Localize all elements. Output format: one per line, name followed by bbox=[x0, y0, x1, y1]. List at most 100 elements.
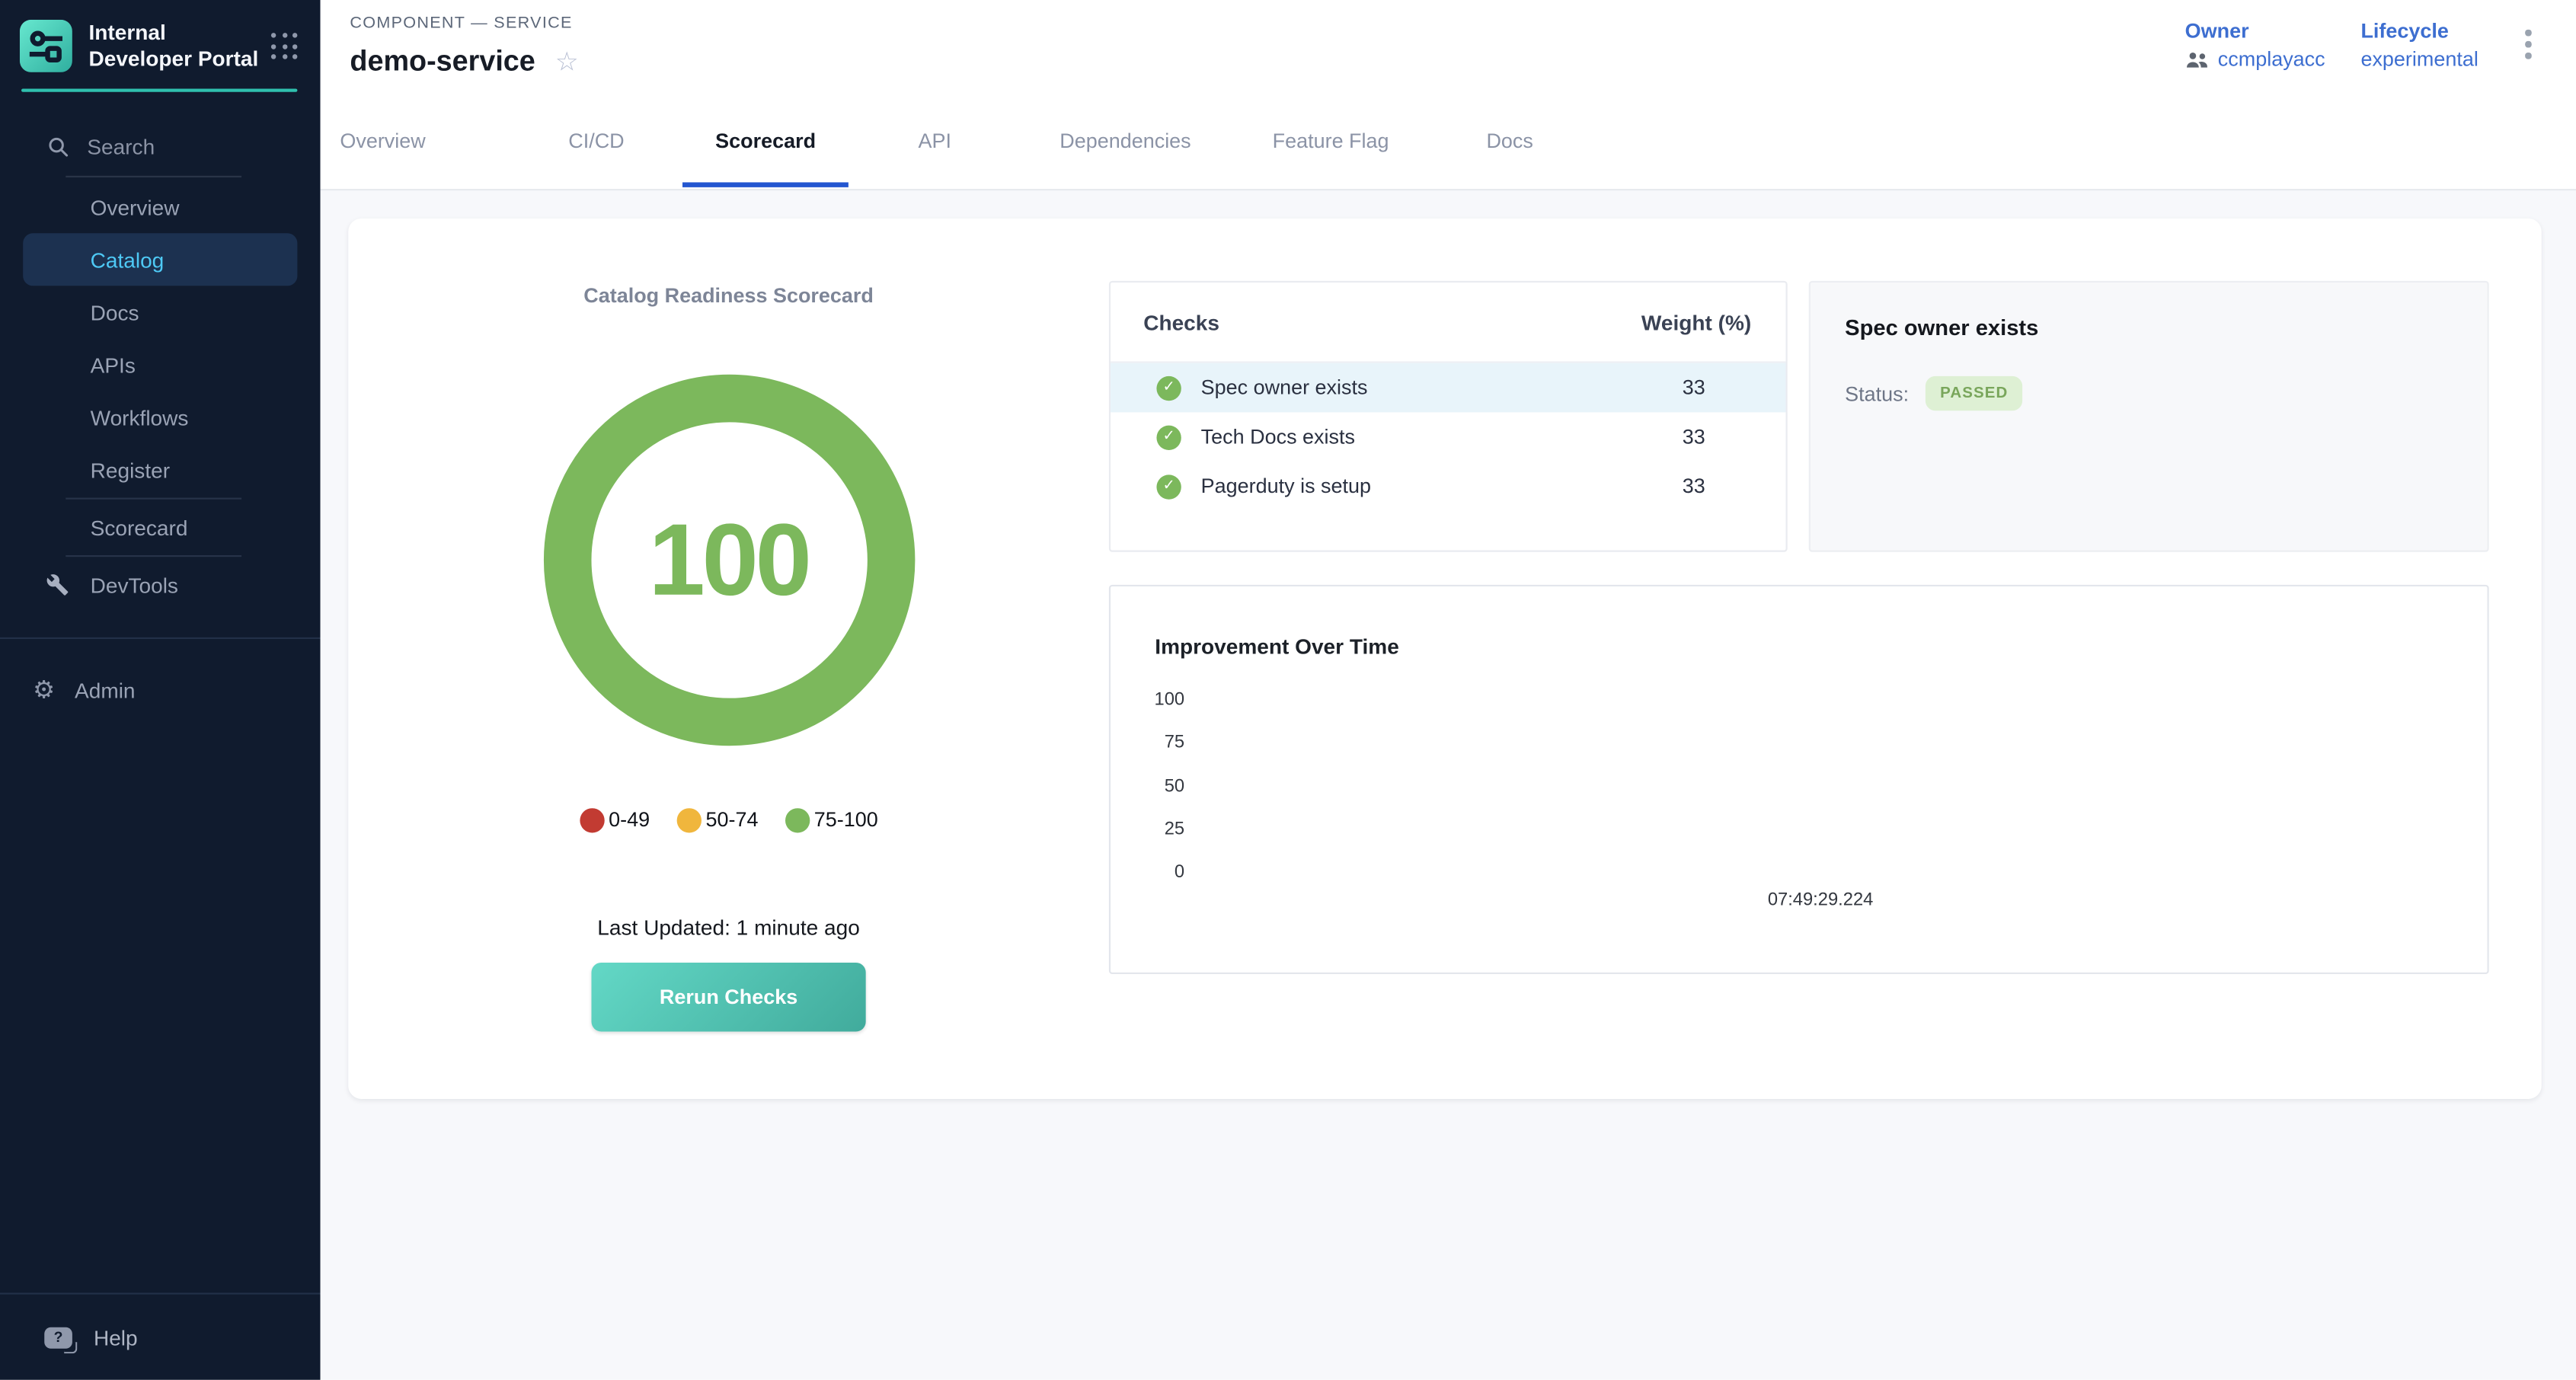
search-underline bbox=[66, 175, 242, 177]
gauge-section: Catalog Readiness Scorecard 100 0-49 50-… bbox=[348, 219, 1109, 1099]
legend-dot-red bbox=[579, 807, 604, 832]
tab-docs[interactable]: Docs bbox=[1486, 129, 1533, 153]
help-chat-icon: ? bbox=[44, 1326, 78, 1353]
sidebar-item-label: Admin bbox=[75, 677, 136, 703]
sidebar-spacer bbox=[0, 716, 321, 1292]
tab-feature-flag[interactable]: Feature Flag bbox=[1272, 129, 1389, 153]
legend-item: 0-49 bbox=[579, 807, 650, 832]
check-passed-icon: ✓ bbox=[1156, 424, 1181, 449]
check-row-tech-docs[interactable]: ✓ Tech Docs exists 33 bbox=[1111, 412, 1785, 462]
legend-label: 0-49 bbox=[609, 808, 650, 832]
sidebar-item-label: Register bbox=[90, 457, 171, 483]
score-gauge: 100 bbox=[542, 374, 915, 746]
sidebar-item-apis[interactable]: APIs bbox=[0, 338, 321, 391]
entity-tabs: Overview CI/CD Scorecard API Dependencie… bbox=[320, 95, 2576, 191]
score-value: 100 bbox=[648, 503, 812, 617]
brand-title: Internal Developer Portal bbox=[88, 19, 259, 71]
rerun-checks-button[interactable]: Rerun Checks bbox=[591, 962, 866, 1032]
tab-overview[interactable]: Overview bbox=[340, 129, 426, 153]
check-name: Tech Docs exists bbox=[1200, 425, 1355, 449]
sidebar-item-workflows[interactable]: Workflows bbox=[0, 391, 321, 443]
tab-api[interactable]: API bbox=[918, 129, 952, 153]
sidebar-item-label: APIs bbox=[90, 352, 136, 378]
tab-dependencies[interactable]: Dependencies bbox=[1059, 129, 1191, 153]
page-title: demo-service bbox=[350, 44, 535, 78]
chart-title: Improvement Over Time bbox=[1155, 634, 1399, 659]
check-passed-icon: ✓ bbox=[1156, 474, 1181, 499]
legend-item: 50-74 bbox=[676, 807, 758, 832]
portal-logo-icon bbox=[19, 19, 72, 72]
status-label: Status: bbox=[1845, 382, 1910, 405]
owner-label: Owner bbox=[2184, 19, 2249, 43]
sidebar-item-devtools[interactable]: DevTools bbox=[0, 558, 321, 611]
lifecycle-block: Lifecycle experimental bbox=[2360, 20, 2478, 71]
page-header: COMPONENT — SERVICE demo-service ☆ Owner bbox=[320, 0, 2576, 96]
owner-value: ccmplayacc bbox=[2217, 47, 2325, 71]
lifecycle-value: experimental bbox=[2360, 47, 2479, 71]
legend-label: 75-100 bbox=[813, 808, 878, 832]
search-icon bbox=[49, 136, 69, 156]
kebab-menu-icon[interactable] bbox=[2522, 27, 2534, 62]
check-detail-title: Spec owner exists bbox=[1845, 315, 2039, 340]
checks-table-header: Checks Weight (%) bbox=[1111, 283, 1786, 363]
x-axis-tick: 07:49:29.224 bbox=[1767, 890, 1874, 910]
legend-dot-green bbox=[784, 807, 810, 832]
brand-accent-divider bbox=[21, 88, 298, 92]
lifecycle-label: Lifecycle bbox=[2360, 19, 2449, 43]
y-axis-tick: 25 bbox=[1164, 819, 1185, 840]
sidebar-item-overview[interactable]: Overview bbox=[0, 180, 321, 233]
tab-scorecard[interactable]: Scorecard bbox=[682, 95, 849, 187]
gauge-legend: 0-49 50-74 75-100 bbox=[579, 807, 878, 833]
sidebar-item-admin[interactable]: ⚙ Admin bbox=[0, 663, 321, 716]
apps-grid-icon[interactable] bbox=[270, 33, 298, 59]
sidebar-item-label: DevTools bbox=[90, 572, 178, 598]
legend-item: 75-100 bbox=[784, 807, 878, 832]
tab-cicd[interactable]: CI/CD bbox=[568, 129, 625, 153]
sidebar-item-label: Help bbox=[93, 1324, 138, 1350]
y-axis-tick: 50 bbox=[1164, 777, 1185, 797]
people-icon bbox=[2187, 51, 2207, 67]
check-passed-icon: ✓ bbox=[1156, 375, 1181, 401]
sidebar-item-scorecard[interactable]: Scorecard bbox=[0, 501, 321, 554]
sidebar-item-label: Workflows bbox=[90, 404, 189, 430]
check-row-spec-owner[interactable]: ✓ Spec owner exists 33 bbox=[1111, 363, 1786, 413]
wrench-icon bbox=[46, 574, 69, 596]
weight-column-header: Weight (%) bbox=[1641, 309, 1752, 334]
improvement-chart: Improvement Over Time 100 75 50 25 0 07:… bbox=[1108, 584, 2489, 975]
breadcrumb: COMPONENT — SERVICE bbox=[350, 14, 573, 34]
check-weight: 33 bbox=[1682, 474, 1705, 498]
sidebar-item-label: Scorecard bbox=[90, 515, 188, 540]
nav-divider bbox=[66, 555, 242, 557]
sidebar-item-register[interactable]: Register bbox=[0, 443, 321, 496]
check-row-pagerduty[interactable]: ✓ Pagerduty is setup 33 bbox=[1111, 462, 1785, 511]
favorite-star-icon[interactable]: ☆ bbox=[555, 45, 579, 77]
sidebar-item-catalog[interactable]: Catalog bbox=[23, 233, 298, 286]
sidebar-divider bbox=[0, 637, 321, 640]
sidebar: Internal Developer Portal Search Overvie… bbox=[0, 0, 321, 1380]
sidebar-nav: Overview Catalog Docs APIs Workflows Reg… bbox=[0, 180, 321, 611]
details-section: Checks Weight (%) ✓ Spec owner exists 33… bbox=[1108, 219, 2542, 1099]
scorecard-card: Catalog Readiness Scorecard 100 0-49 50-… bbox=[348, 218, 2542, 1099]
check-weight: 33 bbox=[1682, 375, 1705, 400]
y-axis-tick: 75 bbox=[1164, 732, 1185, 752]
owner-block: Owner ccmplayacc bbox=[2185, 20, 2325, 71]
sidebar-divider bbox=[0, 1292, 321, 1295]
gauge-title: Catalog Readiness Scorecard bbox=[583, 284, 874, 308]
last-updated-text: Last Updated: 1 minute ago bbox=[597, 915, 860, 940]
checks-table: Checks Weight (%) ✓ Spec owner exists 33… bbox=[1108, 280, 1788, 552]
check-name: Pagerduty is setup bbox=[1200, 474, 1372, 498]
owner-link[interactable]: ccmplayacc bbox=[2185, 48, 2325, 71]
content-area: Catalog Readiness Scorecard 100 0-49 50-… bbox=[320, 190, 2576, 1380]
checks-column-header: Checks bbox=[1143, 309, 1219, 334]
sidebar-item-docs[interactable]: Docs bbox=[0, 286, 321, 338]
search-placeholder: Search bbox=[87, 133, 155, 159]
search-input[interactable]: Search bbox=[48, 128, 321, 164]
status-badge: PASSED bbox=[1925, 375, 2023, 411]
sidebar-item-help[interactable]: ? Help bbox=[0, 1295, 321, 1380]
sidebar-item-label: Catalog bbox=[90, 247, 165, 272]
y-axis-tick: 100 bbox=[1154, 689, 1185, 710]
check-name: Spec owner exists bbox=[1200, 375, 1368, 400]
gear-icon: ⚙ bbox=[33, 674, 56, 704]
y-axis-tick: 0 bbox=[1174, 862, 1185, 883]
